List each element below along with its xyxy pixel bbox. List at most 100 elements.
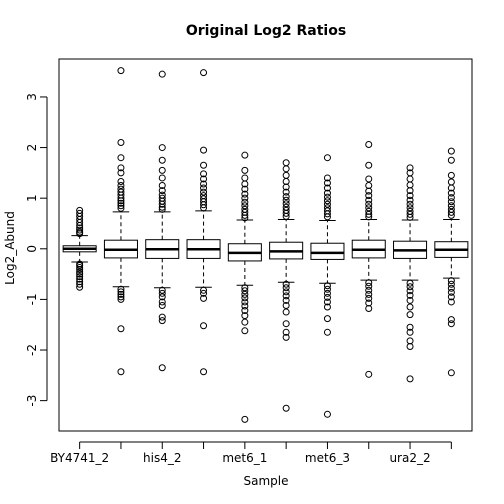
outlier-point xyxy=(76,273,84,281)
outlier-point xyxy=(282,292,290,300)
outlier-point xyxy=(323,174,331,182)
box xyxy=(310,242,345,260)
outlier-point xyxy=(241,307,249,315)
outlier-point xyxy=(365,175,373,183)
outlier-point xyxy=(282,196,290,204)
outlier-point xyxy=(406,213,414,221)
outlier-point xyxy=(76,261,84,269)
x-tick-label: met6_1 xyxy=(222,451,267,465)
outlier-point xyxy=(158,70,166,78)
outlier-point xyxy=(241,166,249,174)
outlier-point xyxy=(365,192,373,200)
outlier-point xyxy=(365,290,373,298)
box-group xyxy=(186,69,221,376)
outlier-point xyxy=(158,298,166,306)
outlier-point xyxy=(76,283,84,291)
outlier-point xyxy=(406,204,414,212)
outlier-point xyxy=(241,284,249,292)
outlier-point xyxy=(200,170,208,178)
outlier-point xyxy=(406,287,414,295)
outlier-point xyxy=(323,184,331,192)
outlier-point xyxy=(117,288,125,296)
chart-title: Original Log2 Ratios xyxy=(186,23,346,39)
outlier-point xyxy=(117,164,125,172)
box-group xyxy=(351,141,386,378)
outlier-point xyxy=(117,199,125,207)
outlier-point xyxy=(76,266,84,274)
outlier-point xyxy=(117,154,125,162)
box-group xyxy=(103,67,138,376)
outlier-point xyxy=(406,192,414,200)
outlier-point xyxy=(365,161,373,169)
outlier-point xyxy=(447,277,455,285)
outlier-point xyxy=(158,364,166,372)
outlier-point xyxy=(158,205,166,213)
outlier-point xyxy=(241,174,249,182)
y-tick-label: 0 xyxy=(25,245,39,253)
box-group xyxy=(434,147,469,377)
outlier-point xyxy=(158,144,166,152)
outlier-point xyxy=(323,298,331,306)
outlier-point xyxy=(406,210,414,218)
outlier-point xyxy=(200,204,208,212)
outlier-point xyxy=(406,196,414,204)
outlier-point xyxy=(117,285,125,293)
y-tick-label: -2 xyxy=(25,344,39,356)
outlier-point xyxy=(323,315,331,323)
outlier-point xyxy=(282,212,290,220)
outlier-point xyxy=(323,197,331,205)
outlier-point xyxy=(323,303,331,311)
outlier-point xyxy=(447,293,455,301)
outlier-point xyxy=(241,214,249,222)
outlier-point xyxy=(200,161,208,169)
box-group xyxy=(310,154,345,418)
outlier-point xyxy=(117,293,125,301)
outlier-point xyxy=(406,187,414,195)
outlier-point xyxy=(447,202,455,210)
outlier-point xyxy=(447,198,455,206)
outlier-point xyxy=(76,264,84,272)
outlier-point xyxy=(200,69,208,77)
outlier-point xyxy=(365,187,373,195)
outlier-point xyxy=(282,284,290,292)
outlier-point xyxy=(117,204,125,212)
x-tick-label: BY4741_2 xyxy=(50,451,109,465)
outlier-point xyxy=(282,159,290,167)
y-tick-label: -1 xyxy=(25,293,39,305)
outlier-point xyxy=(406,375,414,383)
outlier-point xyxy=(117,139,125,147)
outlier-point xyxy=(365,204,373,212)
y-axis-label: Log2_Abund xyxy=(3,211,17,285)
outlier-point xyxy=(282,328,290,336)
outlier-point xyxy=(200,188,208,196)
outlier-point xyxy=(365,200,373,208)
outlier-point xyxy=(241,318,249,326)
outlier-point xyxy=(323,193,331,201)
outlier-point xyxy=(323,189,331,197)
outlier-point xyxy=(76,230,84,238)
outlier-point xyxy=(406,303,414,311)
outlier-point xyxy=(447,280,455,288)
outlier-point xyxy=(447,171,455,179)
outlier-point xyxy=(323,410,331,418)
outlier-point xyxy=(158,289,166,297)
outlier-point xyxy=(282,188,290,196)
outlier-point xyxy=(282,280,290,288)
outlier-point xyxy=(158,174,166,182)
x-axis-label: Sample xyxy=(244,474,289,488)
outlier-point xyxy=(117,295,125,303)
outlier-point xyxy=(406,291,414,299)
outlier-point xyxy=(76,222,84,230)
outlier-point xyxy=(282,209,290,217)
outlier-point xyxy=(406,342,414,350)
outlier-point xyxy=(447,288,455,296)
outlier-point xyxy=(117,177,125,185)
outlier-point xyxy=(323,200,331,208)
outlier-point xyxy=(365,196,373,204)
outlier-point xyxy=(200,201,208,209)
outlier-point xyxy=(323,210,331,218)
outlier-point xyxy=(158,293,166,301)
outlier-point xyxy=(282,333,290,341)
outlier-point xyxy=(241,294,249,302)
